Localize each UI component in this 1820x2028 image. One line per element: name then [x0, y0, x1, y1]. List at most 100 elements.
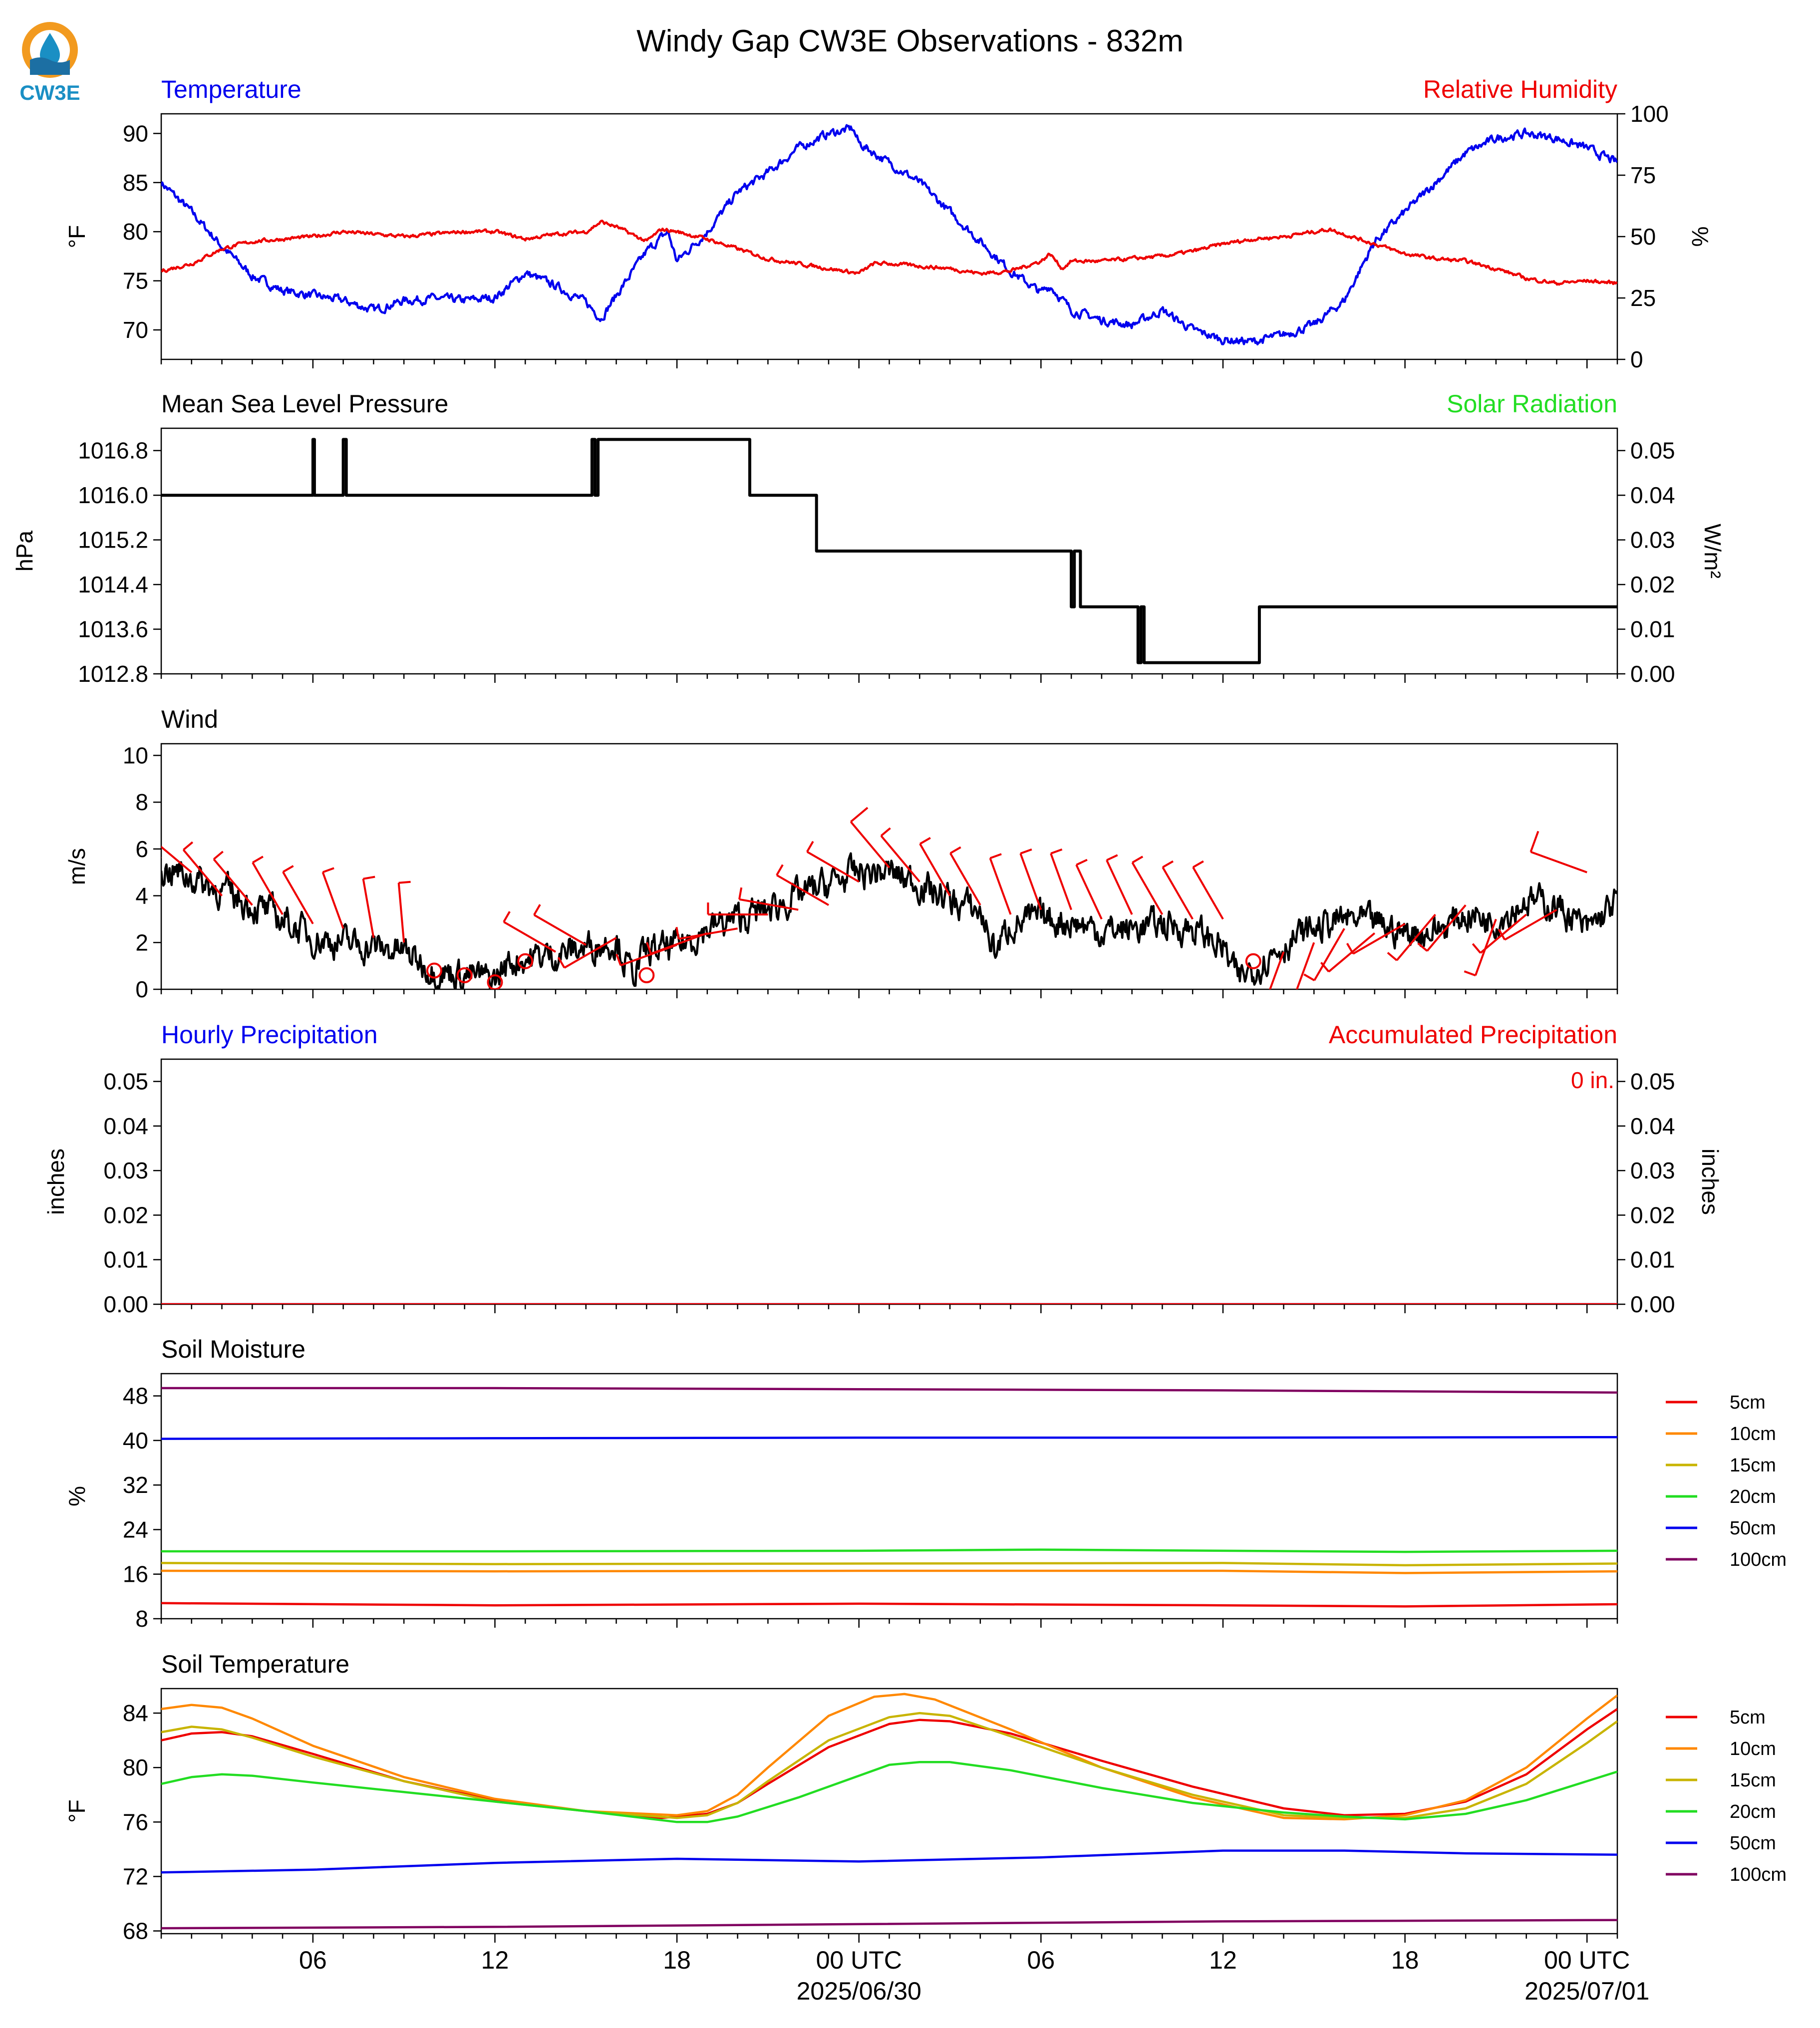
wind-barbs	[161, 807, 1587, 989]
panel-soil_temperature: Soil Temperature 68 72 76 80 84 °F 5cm 10cm 15cm 2…	[64, 1650, 1787, 1944]
wind-barb	[738, 887, 799, 911]
panel-left-title: Hourly Precipitation	[161, 1021, 378, 1049]
y-tick-label: 1016.8	[78, 438, 148, 464]
panel-left-title: Wind	[161, 705, 218, 733]
series-line-20cm	[161, 1761, 1617, 1823]
plot-area	[161, 438, 1617, 664]
wind-barb	[161, 846, 193, 873]
y-axis-label: °F	[64, 225, 90, 249]
wind-barb	[989, 853, 1012, 915]
plot-area	[161, 1693, 1617, 1930]
series-line-5cm	[161, 1602, 1617, 1608]
wind-barb	[321, 867, 344, 929]
x-tick-label: 12	[1209, 1946, 1237, 1974]
wind-barb	[252, 856, 284, 915]
y-axis-label: inches	[43, 1149, 69, 1215]
wind-barb-calm	[487, 974, 503, 989]
wind-barb	[533, 904, 587, 946]
y-tick-label: 48	[123, 1383, 148, 1409]
y-tick-label: 84	[123, 1700, 148, 1726]
y-right-tick-label: 75	[1630, 162, 1656, 188]
y-tick-label: 8	[135, 789, 148, 815]
wind-barb	[1162, 860, 1194, 920]
y-tick-label: 0.02	[103, 1202, 148, 1228]
x-tick-label: 18	[663, 1946, 691, 1974]
y-tick-label: 80	[123, 1754, 148, 1780]
legend-label: 5cm	[1730, 1392, 1766, 1413]
y-tick-label: 1013.6	[78, 616, 148, 642]
y-tick-label: 90	[123, 120, 148, 146]
y-right-tick-label: 25	[1630, 285, 1656, 311]
x-tick-label: 12	[481, 1946, 509, 1974]
y-tick-label: 0.03	[103, 1158, 148, 1183]
y-tick-label: 0.00	[103, 1291, 148, 1317]
wind-barb	[1472, 913, 1527, 954]
legend-label: 20cm	[1730, 1486, 1776, 1507]
y-axis-label: °F	[64, 1799, 90, 1823]
y-right-tick-label: 0.02	[1630, 572, 1675, 597]
panel-wind: Wind 0 2 4 6 8 10 m/s	[64, 705, 1618, 1002]
series-line-10cm	[161, 1569, 1617, 1574]
y-tick-label: 10	[123, 742, 148, 768]
y-tick-label: 16	[123, 1561, 148, 1587]
wind-barb	[850, 807, 891, 869]
x-date-label: 2025/06/30	[797, 1977, 921, 2005]
wind-barb	[1498, 908, 1557, 941]
y-tick-label: 6	[135, 836, 148, 862]
y-tick-label: 85	[123, 170, 148, 196]
figure-title: Windy Gap CW3E Observations - 832m	[636, 24, 1184, 58]
series-line-relative-humidity	[161, 220, 1617, 286]
wind-barb-calm	[1245, 953, 1261, 969]
wind-barb-calm	[638, 967, 655, 983]
y-tick-label: 70	[123, 317, 148, 343]
panel-right-title: Relative Humidity	[1423, 75, 1617, 103]
wind-barb	[1050, 848, 1072, 910]
wind-barb	[675, 927, 738, 940]
y-tick-label: 1016.0	[78, 482, 148, 508]
logo-text: CW3E	[19, 81, 80, 104]
series-line-100cm	[161, 1387, 1617, 1394]
y-right-tick-label: 0.00	[1630, 661, 1675, 687]
series-line-wind-speed	[161, 852, 1617, 989]
y-right-tick-label: 0.03	[1630, 527, 1675, 553]
wind-barb	[776, 864, 829, 906]
y-tick-label: 1014.4	[78, 572, 148, 597]
wind-barb	[1106, 854, 1133, 915]
wind-barb	[503, 911, 557, 953]
wind-barb	[1346, 923, 1406, 955]
y-axis-label: m/s	[64, 848, 90, 885]
y-right-tick-label: 0	[1630, 346, 1643, 372]
wind-barb	[397, 880, 411, 943]
y-axis-label: %	[64, 1486, 90, 1506]
panel-soil_moisture: Soil Moisture 8 16 24 32 40 48% 5cm 10cm 15cm 20cm…	[64, 1335, 1787, 1632]
y-right-tick-label: 0.01	[1630, 616, 1675, 642]
x-tick-label: 00 UTC	[1544, 1946, 1630, 1974]
y-tick-label: 0	[135, 976, 148, 1002]
series-line-100cm	[161, 1919, 1617, 1930]
logo-wave-icon	[30, 57, 70, 75]
time-axis: 06 12 18 00 UTC 2025/06/30 06 12 18 00 UTC 2025/0…	[299, 1946, 1649, 2005]
x-tick-label: 06	[1027, 1946, 1055, 1974]
y-tick-label: 24	[123, 1516, 148, 1542]
y-tick-label: 8	[135, 1606, 148, 1632]
legend-label: 15cm	[1730, 1770, 1776, 1791]
legend: 5cm 10cm 15cm 20cm 50cm 100cm	[1666, 1392, 1787, 1570]
x-tick-label: 06	[299, 1946, 327, 1974]
y-tick-label: 0.05	[103, 1069, 148, 1095]
wind-barb	[213, 851, 253, 906]
y-right-tick-label: 0.03	[1630, 1158, 1675, 1183]
wind-barb	[919, 837, 951, 896]
legend-label: 5cm	[1730, 1707, 1766, 1728]
panel-left-title: Mean Sea Level Pressure	[161, 390, 448, 418]
series-line-15cm	[161, 1562, 1617, 1567]
series-line-5cm	[161, 1708, 1617, 1819]
legend-label: 100cm	[1730, 1864, 1787, 1885]
panel-right-title: Solar Radiation	[1447, 390, 1617, 418]
y-right-tick-label: 0.01	[1630, 1247, 1675, 1273]
legend-label: 50cm	[1730, 1518, 1776, 1539]
y-tick-label: 68	[123, 1918, 148, 1944]
panel-precip: Hourly Precipitation Accumulated Precipit…	[43, 1021, 1723, 1317]
wind-barb	[1529, 831, 1587, 873]
wind-barb	[362, 875, 375, 938]
